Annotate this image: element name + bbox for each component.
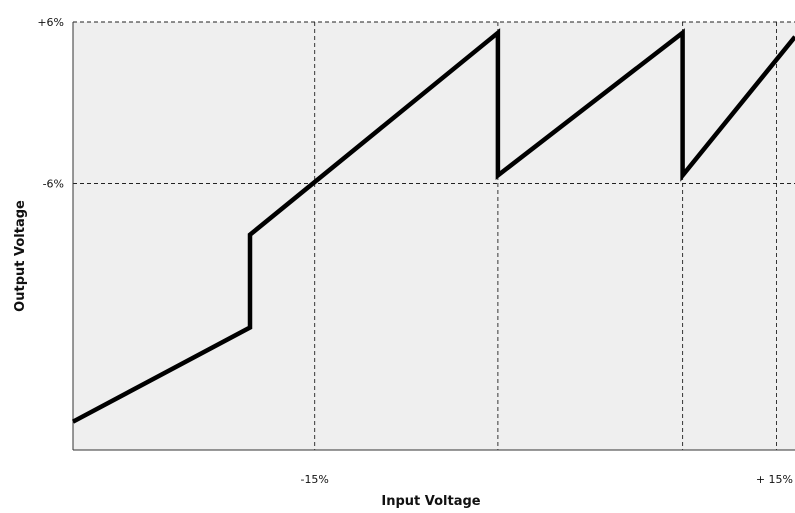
series-layer <box>71 28 795 424</box>
x-tick-label-0: -15% <box>300 473 328 486</box>
plot-area <box>73 22 795 450</box>
y-tick-labels: +6% -6% <box>37 16 64 191</box>
series-line-0 <box>71 28 795 424</box>
y-axis-title: Output Voltage <box>13 200 28 312</box>
x-axis-title: Input Voltage <box>381 494 480 509</box>
x-tick-label-1: + 15% <box>756 473 793 486</box>
y-tick-label-1: -6% <box>43 178 64 191</box>
y-tick-label-0: +6% <box>37 16 64 29</box>
x-tick-labels: -15% + 15% <box>300 473 793 486</box>
